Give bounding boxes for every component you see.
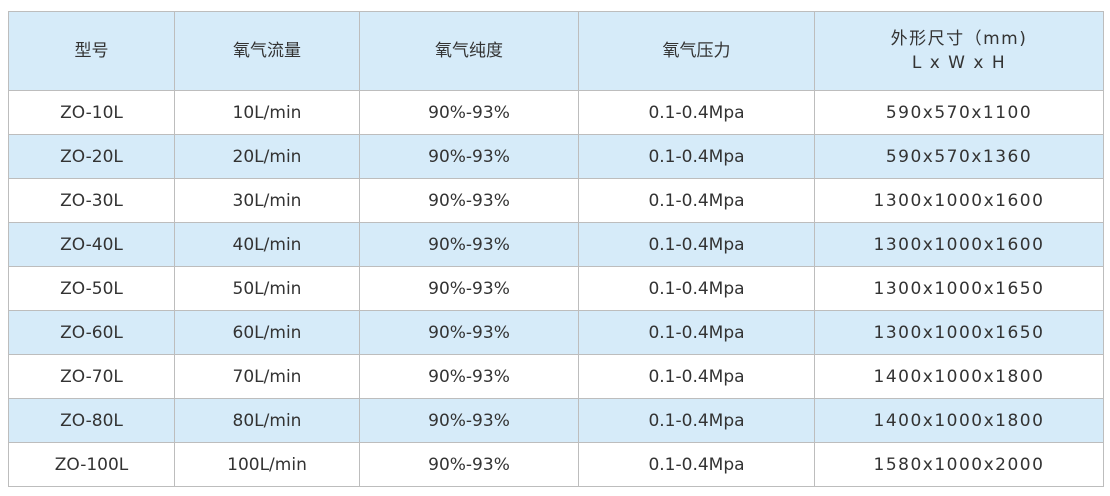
- cell-purity: 90%-93%: [359, 398, 579, 443]
- header-flow: 氧气流量: [174, 11, 360, 91]
- table-row: ZO-80L 80L/min 90%-93% 0.1-0.4Mpa 1400x1000x…: [8, 398, 1104, 443]
- cell-purity: 90%-93%: [359, 134, 579, 179]
- cell-pressure: 0.1-0.4Mpa: [578, 442, 815, 487]
- cell-purity: 90%-93%: [359, 90, 579, 135]
- cell-model: ZO-40L: [8, 222, 175, 267]
- cell-model: ZO-10L: [8, 90, 175, 135]
- table-row: ZO-60L 60L/min 90%-93% 0.1-0.4Mpa 1300x1000x…: [8, 310, 1104, 355]
- table-row: ZO-30L 30L/min 90%-93% 0.1-0.4Mpa 1300x1000x…: [8, 178, 1104, 223]
- cell-purity: 90%-93%: [359, 266, 579, 311]
- cell-dimensions: 1300x1000x1600: [814, 222, 1104, 267]
- cell-flow: 80L/min: [174, 398, 360, 443]
- header-pressure: 氧气压力: [578, 11, 815, 91]
- spec-table: 型号 氧气流量 氧气纯度 氧气压力 外形尺寸（mm) L x W x H ZO-…: [8, 11, 1104, 487]
- table-row: ZO-100L 100L/min 90%-93% 0.1-0.4Mpa 1580x100…: [8, 442, 1104, 487]
- cell-flow: 50L/min: [174, 266, 360, 311]
- table-row: ZO-20L 20L/min 90%-93% 0.1-0.4Mpa 590x570x13…: [8, 134, 1104, 179]
- cell-pressure: 0.1-0.4Mpa: [578, 266, 815, 311]
- cell-purity: 90%-93%: [359, 222, 579, 267]
- cell-purity: 90%-93%: [359, 178, 579, 223]
- header-purity: 氧气纯度: [359, 11, 579, 91]
- header-dimensions-label: 外形尺寸（mm): [890, 29, 1028, 49]
- cell-pressure: 0.1-0.4Mpa: [578, 134, 815, 179]
- cell-model: ZO-70L: [8, 354, 175, 399]
- cell-model: ZO-80L: [8, 398, 175, 443]
- cell-pressure: 0.1-0.4Mpa: [578, 178, 815, 223]
- cell-purity: 90%-93%: [359, 442, 579, 487]
- cell-purity: 90%-93%: [359, 354, 579, 399]
- cell-dimensions: 1580x1000x2000: [814, 442, 1104, 487]
- cell-model: ZO-30L: [8, 178, 175, 223]
- cell-dimensions: 1300x1000x1650: [814, 310, 1104, 355]
- cell-dimensions: 1400x1000x1800: [814, 354, 1104, 399]
- table-row: ZO-40L 40L/min 90%-93% 0.1-0.4Mpa 1300x1000x…: [8, 222, 1104, 267]
- cell-pressure: 0.1-0.4Mpa: [578, 310, 815, 355]
- header-dimensions: 外形尺寸（mm) L x W x H: [814, 11, 1104, 91]
- cell-dimensions: 1300x1000x1600: [814, 178, 1104, 223]
- cell-model: ZO-100L: [8, 442, 175, 487]
- header-model: 型号: [8, 11, 175, 91]
- cell-model: ZO-60L: [8, 310, 175, 355]
- cell-model: ZO-50L: [8, 266, 175, 311]
- cell-pressure: 0.1-0.4Mpa: [578, 90, 815, 135]
- cell-flow: 100L/min: [174, 442, 360, 487]
- cell-dimensions: 1300x1000x1650: [814, 266, 1104, 311]
- cell-pressure: 0.1-0.4Mpa: [578, 398, 815, 443]
- cell-dimensions: 590x570x1100: [814, 90, 1104, 135]
- cell-dimensions: 590x570x1360: [814, 134, 1104, 179]
- header-row: 型号 氧气流量 氧气纯度 氧气压力 外形尺寸（mm) L x W x H: [8, 11, 1104, 91]
- cell-purity: 90%-93%: [359, 310, 579, 355]
- cell-model: ZO-20L: [8, 134, 175, 179]
- cell-pressure: 0.1-0.4Mpa: [578, 354, 815, 399]
- cell-dimensions: 1400x1000x1800: [814, 398, 1104, 443]
- header-dimensions-unit: L x W x H: [911, 53, 1007, 73]
- cell-flow: 70L/min: [174, 354, 360, 399]
- cell-flow: 20L/min: [174, 134, 360, 179]
- cell-flow: 40L/min: [174, 222, 360, 267]
- cell-flow: 60L/min: [174, 310, 360, 355]
- cell-flow: 10L/min: [174, 90, 360, 135]
- cell-pressure: 0.1-0.4Mpa: [578, 222, 815, 267]
- table-row: ZO-10L 10L/min 90%-93% 0.1-0.4Mpa 590x570x11…: [8, 90, 1104, 135]
- table-row: ZO-70L 70L/min 90%-93% 0.1-0.4Mpa 1400x1000x…: [8, 354, 1104, 399]
- table-row: ZO-50L 50L/min 90%-93% 0.1-0.4Mpa 1300x1000x…: [8, 266, 1104, 311]
- cell-flow: 30L/min: [174, 178, 360, 223]
